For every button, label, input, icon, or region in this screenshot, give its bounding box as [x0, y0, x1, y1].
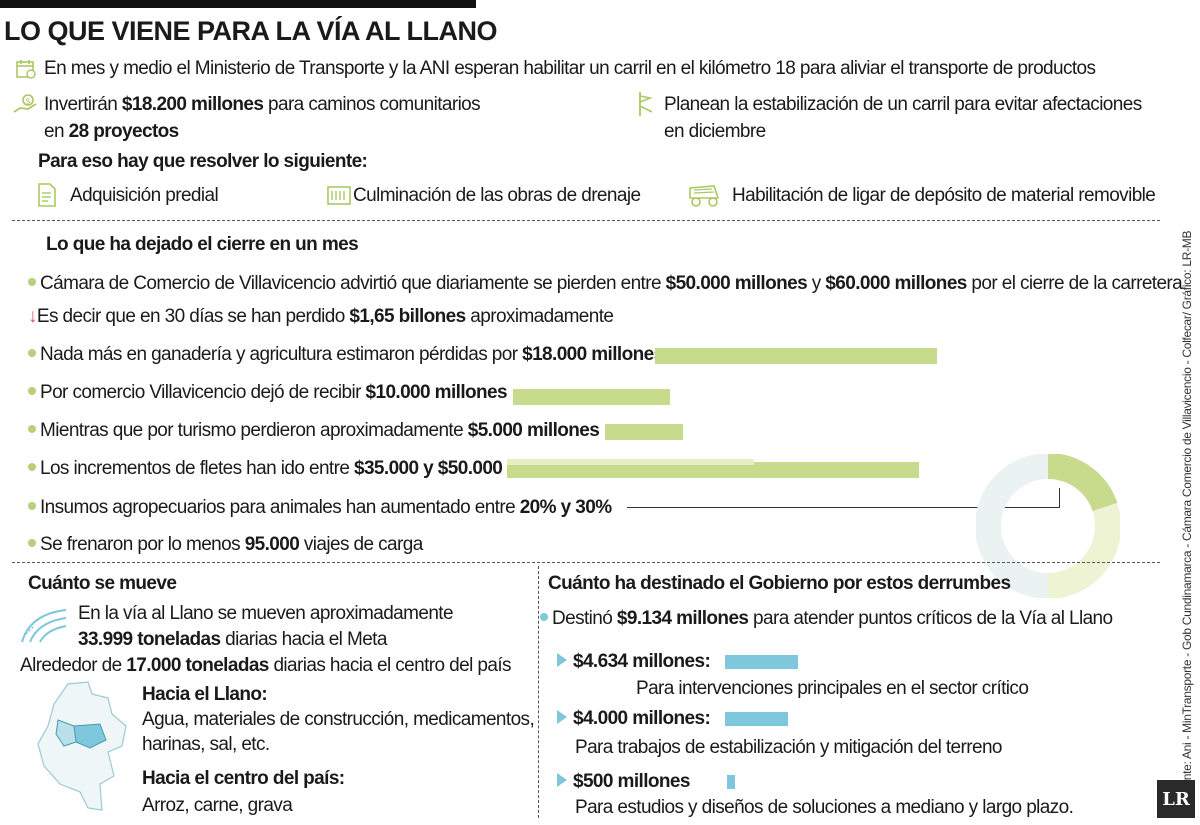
calendar-icon: [15, 58, 37, 85]
divider-2: [12, 562, 1160, 563]
thirty-days-line: ↓Es decir que en 30 días se han perdido …: [28, 306, 614, 327]
gob-item-3-desc: Para estudios y diseños de soluciones a …: [575, 797, 1074, 818]
bullet-dot: [28, 277, 36, 286]
gob-bar-1: [725, 655, 798, 669]
lr-logo: LR: [1157, 780, 1195, 818]
top-rule: [0, 0, 476, 8]
road-sign-icon: [632, 90, 658, 123]
donut-chart: [975, 452, 1122, 603]
gob-item-1-value: $4.634 millones:: [557, 651, 711, 673]
logo-text: LR: [1162, 788, 1190, 810]
row-fletes: Los incrementos de fletes han ido entre …: [28, 458, 503, 480]
resolve-item-2: Culminación de las obras de drenaje: [353, 185, 641, 206]
mueve-line1: En la vía al Llano se mueven aproximadam…: [78, 603, 454, 624]
bar-ganaderia: [655, 348, 937, 364]
row-turismo: Mientras que por turismo perdieron aprox…: [28, 420, 600, 442]
row-ganaderia: Nada más en ganadería y agricultura esti…: [28, 344, 664, 366]
gob-item-2-desc: Para trabajos de estabilización y mitiga…: [575, 737, 1002, 758]
divider-1: [12, 220, 1160, 221]
llano-line2: harinas, sal, etc.: [142, 734, 270, 755]
bar-comercio: [513, 389, 670, 405]
centro-line1: Arroz, carne, grava: [142, 795, 293, 816]
row-comercio: Por comercio Villavicencio dejó de recib…: [28, 382, 508, 404]
source-credit: Fuente: Ani - MinTransporte - Gob Cundin…: [1180, 230, 1194, 800]
row-insumos: Insumos agropecuarios para animales han …: [28, 497, 612, 519]
bar-fletes-min: [507, 459, 754, 465]
plan-line2: en diciembre: [664, 121, 766, 142]
resolve-item-1: Adquisición predial: [70, 185, 219, 206]
intro-text: En mes y medio el Ministerio de Transpor…: [44, 58, 1096, 79]
triangle-icon: [557, 709, 567, 724]
divider-vertical: [538, 566, 539, 818]
invest-line1: Invertirán $18.200 millones para caminos…: [44, 94, 481, 115]
document-icon: [36, 182, 58, 213]
llano-line1: Agua, materiales de construcción, medica…: [142, 709, 535, 730]
camara-line: Cámara de Comercio de Villavicencio advi…: [28, 273, 1183, 295]
mueve-line2: 33.999 toneladas diarias hacia el Meta: [78, 629, 387, 650]
bar-turismo: [605, 424, 683, 440]
leader-line-v: [1059, 488, 1060, 508]
gob-bar-3: [727, 775, 735, 789]
mueve-title: Cuánto se mueve: [28, 573, 177, 594]
mueve-line3: Alrededor de 17.000 toneladas diarias ha…: [20, 655, 512, 676]
resolve-title: Para eso hay que resolver lo siguiente:: [38, 151, 368, 172]
dump-truck-icon: [686, 180, 724, 215]
gob-bar-2: [725, 712, 788, 726]
triangle-icon: [557, 652, 567, 667]
gob-item-1-desc: Para intervenciones principales en el se…: [636, 678, 1029, 699]
llano-title: Hacia el Llano:: [142, 684, 268, 705]
plan-line1: Planean la estabilización de un carril p…: [664, 94, 1142, 115]
centro-title: Hacia el centro del país:: [142, 768, 345, 789]
cierre-title: Lo que ha dejado el cierre en un mes: [46, 234, 359, 255]
highway-icon: [20, 604, 70, 649]
gob-item-2-value: $4.000 millones:: [557, 708, 711, 730]
drain-icon: [326, 184, 352, 213]
svg-text:$: $: [26, 97, 31, 106]
page-title: LO QUE VIENE PARA LA VÍA AL LLANO: [4, 16, 498, 46]
resolve-item-3: Habilitación de ligar de depósito de mat…: [732, 185, 1156, 206]
destino-line: Destinó $9.134 millones para atender pun…: [540, 608, 1113, 630]
triangle-icon: [557, 772, 567, 787]
gob-item-3-value: $500 millones: [557, 771, 690, 793]
leader-line: [627, 507, 1060, 508]
bar-fletes-max: [507, 462, 919, 478]
invest-line2: en 28 proyectos: [44, 121, 179, 142]
money-hand-icon: $: [12, 94, 40, 123]
gobierno-title: Cuánto ha destinado el Gobierno por esto…: [548, 573, 1011, 594]
colombia-map-icon: [30, 680, 130, 825]
arrow-down-icon: ↓: [28, 306, 38, 327]
row-viajes: Se frenaron por lo menos 95.000 viajes d…: [28, 534, 423, 556]
